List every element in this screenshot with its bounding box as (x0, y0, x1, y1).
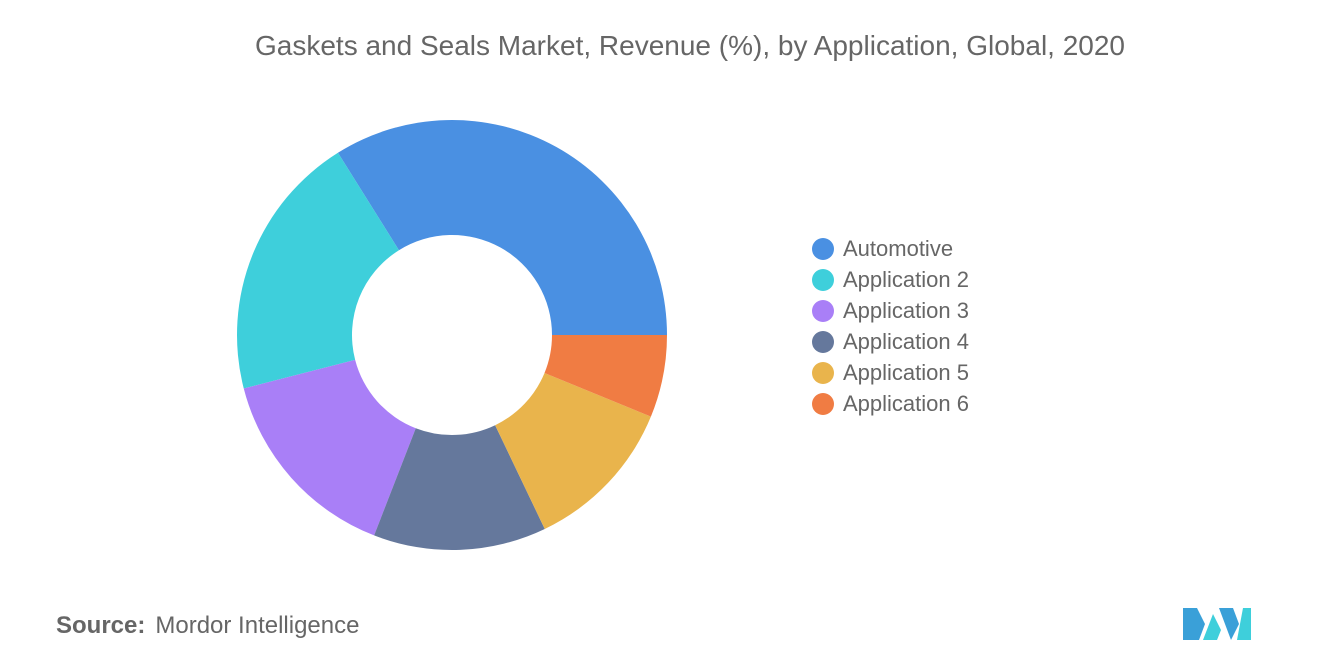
legend-label: Application 3 (843, 297, 969, 323)
slice-application-4 (374, 425, 545, 550)
legend-swatch (812, 361, 834, 384)
legend-item: Application 3 (812, 295, 969, 326)
slice-application-6 (544, 335, 667, 417)
logo-shape-middle (1203, 614, 1221, 640)
legend-item: Application 4 (812, 326, 969, 357)
legend-item: Application 2 (812, 264, 969, 295)
legend-label: Application 4 (843, 328, 969, 354)
legend-label: Application 5 (843, 359, 969, 385)
slice-automotive (337, 119, 667, 336)
chart-legend: Automotive Application 2 Application 3 Appl… (812, 233, 969, 419)
legend-item: Application 6 (812, 388, 969, 419)
logo-shape-left (1183, 608, 1205, 640)
source-label: Source: (56, 612, 146, 639)
slice-application-5 (495, 372, 651, 529)
legend-label: Application 6 (843, 390, 969, 416)
legend-swatch (812, 392, 834, 415)
logo-shape-right-2 (1237, 608, 1251, 640)
legend-item: Automotive (812, 233, 969, 264)
donut-slices (236, 119, 667, 550)
slice-application-2 (236, 152, 399, 389)
legend-item: Application 5 (812, 357, 969, 388)
logo-shape-right-1 (1219, 608, 1239, 640)
legend-label: Automotive (843, 235, 954, 261)
legend-swatch (812, 299, 834, 322)
chart-title: Gaskets and Seals Market, Revenue (%), b… (254, 30, 1126, 61)
legend-swatch (812, 268, 834, 291)
mordor-intelligence-logo-icon (1183, 608, 1251, 640)
legend-swatch (812, 330, 834, 353)
source-note: Source: Mordor Intelligence (56, 612, 359, 640)
source-text: Mordor Intelligence (155, 612, 360, 639)
legend-swatch (812, 237, 834, 260)
slice-application-3 (243, 359, 416, 536)
legend-label: Application 2 (843, 266, 969, 292)
